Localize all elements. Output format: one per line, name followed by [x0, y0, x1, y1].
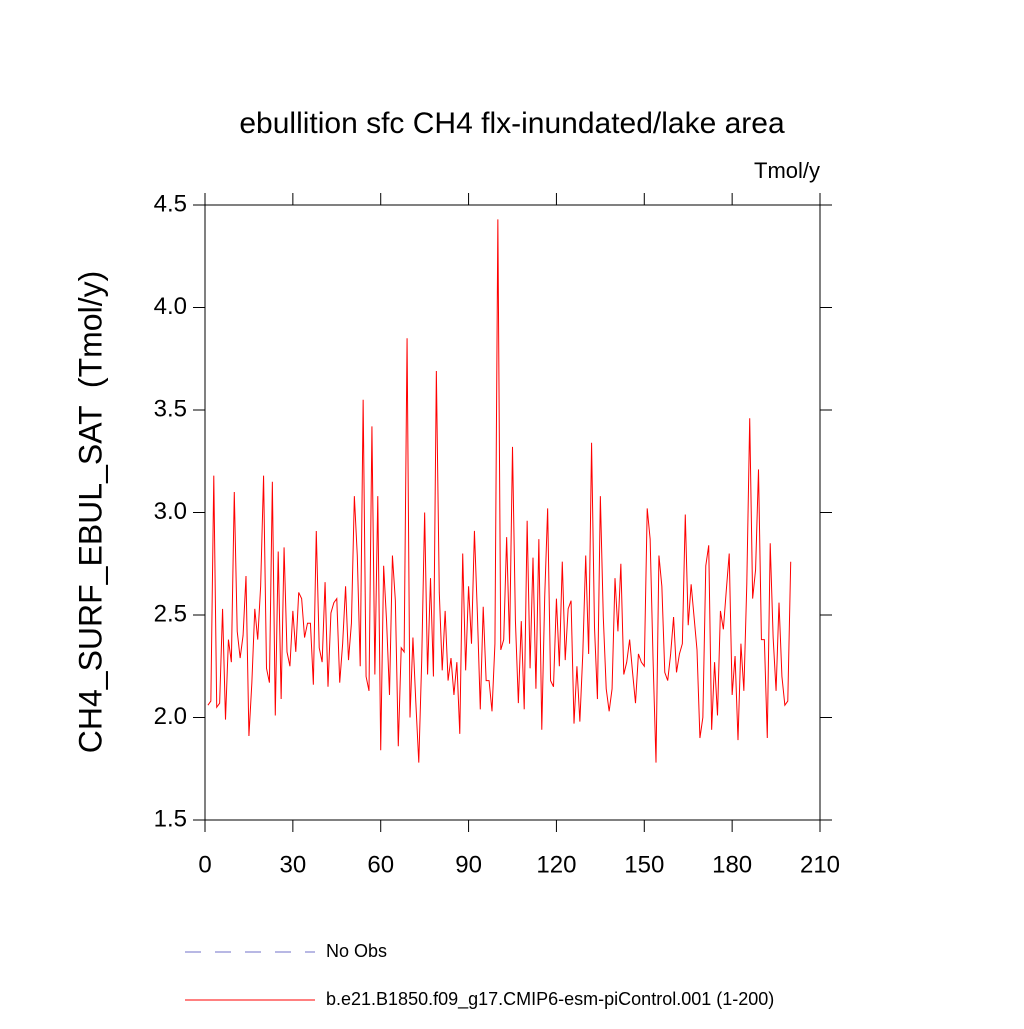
x-tick-label: 0	[198, 851, 211, 878]
y-tick-label: 4.5	[154, 190, 187, 217]
x-tick-label: 60	[367, 851, 394, 878]
legend-label: No Obs	[326, 941, 387, 961]
y-axis-label: CH4_SURF_EBUL_SAT (Tmol/y)	[72, 271, 108, 753]
x-tick-label: 150	[624, 851, 664, 878]
y-tick-label: 2.5	[154, 600, 187, 627]
legend-label: b.e21.B1850.f09_g17.CMIP6-esm-piControl.…	[326, 989, 774, 1010]
x-tick-label: 210	[800, 851, 840, 878]
y-tick-label: 3.0	[154, 498, 187, 525]
y-tick-label: 2.0	[154, 703, 187, 730]
units-label: Tmol/y	[754, 158, 820, 183]
x-tick-label: 120	[536, 851, 576, 878]
y-tick-label: 4.0	[154, 293, 187, 320]
y-tick-label: 3.5	[154, 395, 187, 422]
x-tick-label: 90	[455, 851, 482, 878]
chart-title: ebullition sfc CH4 flx-inundated/lake ar…	[239, 107, 785, 140]
y-tick-label: 1.5	[154, 805, 187, 832]
plot-frame	[204, 204, 821, 821]
data-line	[207, 219, 792, 763]
x-tick-label: 180	[712, 851, 752, 878]
x-tick-label: 30	[280, 851, 307, 878]
